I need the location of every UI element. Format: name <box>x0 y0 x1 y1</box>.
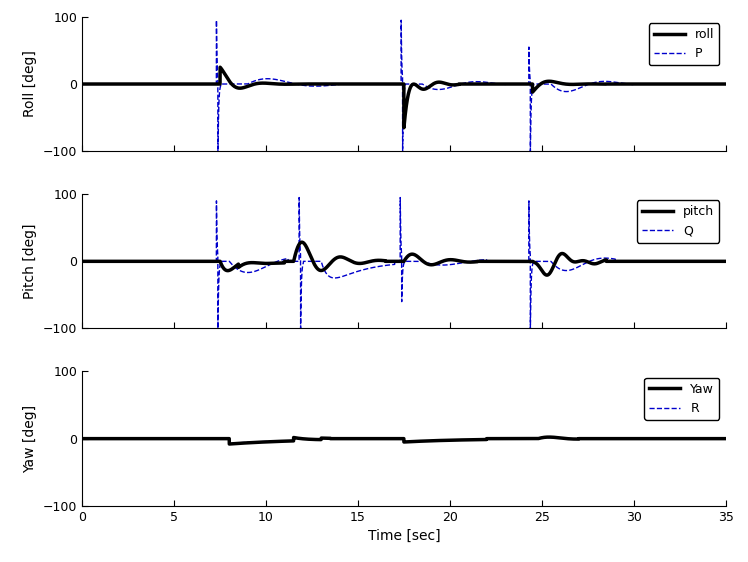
Line: P: P <box>82 20 726 151</box>
Q <box>721 258 730 265</box>
Line: roll: roll <box>82 67 726 128</box>
roll <box>319 81 328 88</box>
roll <box>608 81 617 88</box>
Q <box>295 194 304 201</box>
roll <box>166 81 175 88</box>
R <box>710 435 719 442</box>
Q <box>319 266 328 273</box>
pitch <box>608 258 617 265</box>
Yaw <box>545 434 554 441</box>
Line: pitch: pitch <box>82 242 726 275</box>
P <box>212 17 221 24</box>
Line: Yaw: Yaw <box>82 437 726 444</box>
Yaw <box>319 435 328 442</box>
R <box>166 435 175 442</box>
X-axis label: Time [sec]: Time [sec] <box>367 529 441 543</box>
P <box>166 81 175 88</box>
roll <box>215 64 224 71</box>
Yaw <box>721 435 730 442</box>
Yaw <box>225 441 234 447</box>
pitch <box>298 239 307 246</box>
Q <box>213 325 222 332</box>
pitch <box>319 266 328 273</box>
pitch <box>542 272 551 279</box>
P <box>608 79 617 85</box>
roll <box>358 81 367 88</box>
Q <box>166 258 175 265</box>
R <box>358 435 367 442</box>
P <box>78 81 87 88</box>
Q <box>574 264 583 270</box>
P <box>574 85 583 92</box>
P <box>710 81 719 88</box>
R <box>608 435 617 442</box>
Legend: Yaw, R: Yaw, R <box>644 378 720 420</box>
Q <box>710 258 719 265</box>
Q <box>608 255 617 262</box>
Q <box>358 267 367 274</box>
pitch <box>358 260 367 266</box>
R <box>545 434 554 441</box>
R <box>225 440 234 447</box>
Y-axis label: Pitch [deg]: Pitch [deg] <box>23 224 37 299</box>
Y-axis label: Roll [deg]: Roll [deg] <box>23 51 37 117</box>
pitch <box>710 258 719 265</box>
Legend: pitch, Q: pitch, Q <box>637 201 720 243</box>
R <box>319 435 328 442</box>
roll <box>574 81 583 88</box>
Yaw <box>166 435 175 442</box>
Q <box>78 258 87 265</box>
roll <box>399 124 408 131</box>
Legend: roll, P: roll, P <box>649 23 720 65</box>
pitch <box>574 258 583 265</box>
Yaw <box>574 436 583 442</box>
pitch <box>721 258 730 265</box>
P <box>213 148 222 155</box>
R <box>721 435 730 442</box>
Yaw <box>608 435 617 442</box>
Yaw <box>78 435 87 442</box>
P <box>358 81 367 88</box>
Yaw <box>710 435 719 442</box>
roll <box>78 81 87 88</box>
Y-axis label: Yaw [deg]: Yaw [deg] <box>23 405 37 473</box>
Line: R: R <box>82 437 726 443</box>
R <box>574 436 583 442</box>
pitch <box>78 258 87 265</box>
roll <box>721 81 730 88</box>
pitch <box>166 258 175 265</box>
Yaw <box>358 435 367 442</box>
R <box>78 435 87 442</box>
roll <box>710 81 719 88</box>
Line: Q: Q <box>82 197 726 329</box>
P <box>319 83 328 89</box>
P <box>721 81 730 88</box>
